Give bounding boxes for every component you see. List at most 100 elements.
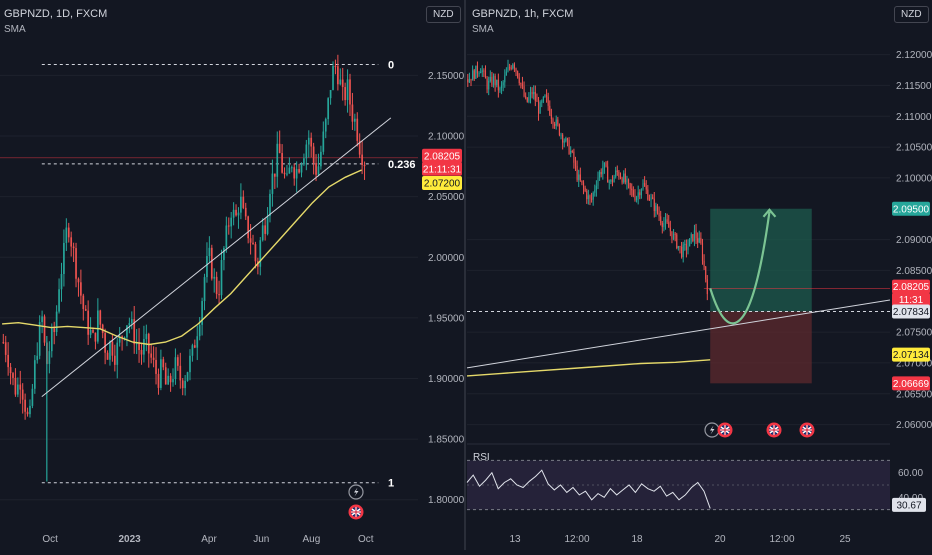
- right-indicator-label[interactable]: SMA: [472, 24, 494, 35]
- stop-zone[interactable]: [710, 311, 812, 384]
- candle: [695, 223, 697, 244]
- candle-body: [681, 246, 683, 258]
- target-price-tag[interactable]: 2.09500: [892, 201, 930, 216]
- sma-price-tag[interactable]: 2.07134: [892, 347, 930, 362]
- countdown-tag-text: 11:31: [899, 295, 924, 306]
- candle: [84, 305, 87, 312]
- candle-body: [565, 138, 567, 142]
- entry-price-tag[interactable]: 2.07834: [892, 304, 930, 319]
- candle-body: [295, 169, 298, 179]
- candle: [627, 178, 630, 189]
- candle: [172, 368, 174, 387]
- candle: [334, 59, 337, 75]
- candle: [520, 82, 522, 89]
- candle: [353, 113, 356, 131]
- candle-body: [642, 183, 644, 190]
- rsi-value-tag[interactable]: 30.67: [892, 497, 926, 512]
- candle: [701, 238, 704, 265]
- last-price-tag[interactable]: 2.08205: [892, 279, 930, 294]
- candle-body: [496, 79, 498, 85]
- sma-price-tag-bg: [892, 347, 930, 362]
- projection-arrow[interactable]: [709, 211, 771, 325]
- candle: [475, 65, 477, 80]
- candle: [36, 342, 39, 364]
- candle-body: [31, 388, 34, 406]
- candle-body: [72, 246, 75, 249]
- candle: [652, 194, 654, 200]
- candle-body: [17, 384, 19, 395]
- right-symbol-title[interactable]: GBPNZD, 1h, FXCM: [472, 8, 574, 20]
- stop-price-tag[interactable]: 2.06669: [892, 376, 930, 391]
- y-tick-label: 2.06500: [896, 389, 932, 400]
- left-symbol-title[interactable]: GBPNZD, 1D, FXCM: [4, 8, 108, 20]
- candle: [21, 383, 24, 414]
- lightning-icon[interactable]: [704, 422, 720, 438]
- candle: [706, 275, 708, 301]
- trendline[interactable]: [466, 299, 891, 369]
- candle-body: [41, 316, 43, 323]
- last-price-tag-text: 2.08205: [893, 282, 930, 293]
- left-currency-button[interactable]: NZD: [426, 6, 461, 23]
- candle-body: [531, 92, 533, 95]
- candle: [568, 137, 570, 155]
- countdown-tag[interactable]: 21:11:31: [422, 161, 462, 176]
- candle-body: [623, 173, 625, 183]
- countdown-tag[interactable]: 11:31: [892, 292, 930, 307]
- stop-price-tag-bg: [892, 376, 930, 391]
- lightning-icon[interactable]: [348, 484, 364, 500]
- candle-body: [468, 78, 470, 83]
- candle: [14, 368, 17, 397]
- candle-body: [618, 171, 620, 178]
- rsi-label[interactable]: RSI: [473, 452, 490, 463]
- candle-body: [631, 188, 633, 191]
- uk-flag-icon[interactable]: [799, 422, 815, 438]
- candle: [526, 97, 528, 103]
- right-currency-button[interactable]: NZD: [894, 6, 929, 23]
- candle-body: [126, 325, 128, 338]
- candle-body: [106, 352, 109, 360]
- candle: [298, 163, 300, 174]
- candle: [634, 189, 636, 202]
- candle: [672, 229, 675, 241]
- uk-flag-icon[interactable]: [348, 504, 364, 520]
- uk-flag-icon[interactable]: [766, 422, 782, 438]
- candle-body: [65, 227, 68, 243]
- candle: [305, 139, 308, 171]
- sma-line: [466, 359, 711, 377]
- candle: [563, 138, 565, 148]
- candle: [210, 244, 213, 281]
- y-tick-label: 1.80000: [428, 495, 465, 506]
- candle: [286, 164, 288, 177]
- candle: [33, 355, 36, 394]
- candle-body: [288, 167, 291, 174]
- last-price-tag[interactable]: 2.08205: [422, 148, 462, 163]
- y-tick-label: 1.90000: [428, 374, 465, 385]
- candle-body: [626, 179, 628, 183]
- candle: [523, 81, 525, 98]
- y-tick-label: 2.12000: [896, 50, 932, 61]
- candle: [679, 245, 681, 254]
- candle: [528, 92, 530, 104]
- candle-body: [550, 114, 552, 119]
- candle-body: [509, 67, 511, 69]
- candle: [106, 350, 109, 360]
- right-chart-panel[interactable]: 2.12000 2.11500 2.11000 2.10500 2.10000 2.090…: [466, 50, 932, 545]
- left-indicator-label[interactable]: SMA: [4, 24, 26, 35]
- sma-price-tag[interactable]: 2.07200: [422, 175, 462, 190]
- candle: [636, 195, 638, 203]
- candle-body: [164, 367, 167, 385]
- candle-body: [558, 124, 560, 135]
- candle: [19, 370, 22, 404]
- candle-body: [310, 137, 313, 147]
- uk-flag-icon[interactable]: [717, 422, 733, 438]
- candle-body: [92, 329, 94, 333]
- candle: [619, 172, 622, 180]
- candle: [70, 231, 73, 257]
- left-chart-panel[interactable]: 2.15000 2.10000 2.05000 2.00000 1.95000 1.900…: [0, 54, 465, 545]
- fib-level-label: 1: [388, 478, 394, 490]
- x-tick-label: 12:00: [564, 534, 589, 545]
- candle: [692, 234, 694, 243]
- trendline[interactable]: [41, 117, 392, 398]
- candle: [97, 298, 99, 344]
